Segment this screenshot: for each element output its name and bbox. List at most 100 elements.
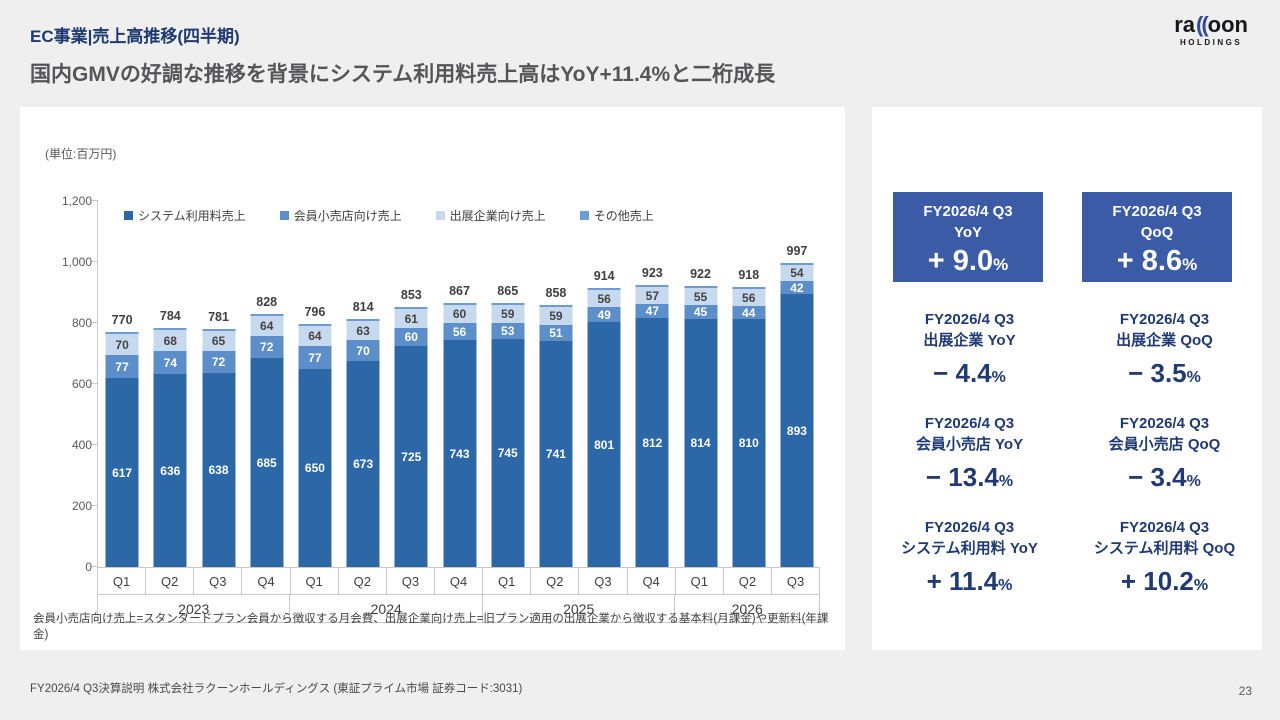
bar-stack: 70 77 617 <box>105 332 139 567</box>
bar-segment <box>153 328 187 330</box>
metric-value: − 3.4% <box>1128 462 1201 492</box>
bar-2023-Q4: 64 72 685 828 <box>243 201 291 567</box>
metric-label: 出展企業 QoQ <box>1116 332 1213 349</box>
kpi-value: + 9.0% <box>927 245 1009 277</box>
bar-total-label: 796 <box>304 305 326 319</box>
bar-segment: 72 <box>250 336 284 358</box>
bar-total-label: 853 <box>400 288 422 302</box>
bar-segment: 53 <box>491 323 525 339</box>
kpi-box-qoq: FY2026/4 Q3 QoQ + 8.6% <box>1082 192 1232 282</box>
bar-segment <box>539 305 573 307</box>
legend-label: システム利用料売上 <box>138 209 246 223</box>
legend-item: その他売上 <box>579 207 654 224</box>
bar-2024-Q3: 61 60 725 853 <box>387 201 435 567</box>
x-tick-2025-Q3: Q3 <box>579 568 628 594</box>
y-tick-label: 1,200 <box>61 194 92 208</box>
bar-stack: 54 42 893 <box>780 263 814 567</box>
metric-member-yoy: FY2026/4 Q3 会員小売店 YoY − 13.4% <box>872 413 1067 506</box>
bar-segment: 72 <box>202 351 235 373</box>
quarter-labels-row: Q1 Q2 Q3 Q4 Q1 Q2 Q3 Q4 Q1 Q2 Q3 Q4 Q1 Q2 Q3 <box>98 568 819 595</box>
bar-segment: 725 <box>394 346 428 567</box>
bar-segment: 56 <box>587 290 621 307</box>
bar-2025-Q3: 56 49 801 914 <box>580 201 628 567</box>
kpi-type-label: QoQ <box>1140 224 1174 241</box>
kpi-box-row: FY2026/4 Q3 YoY + 9.0% FY2026/4 Q3 QoQ +… <box>893 192 1232 282</box>
bar-segment: 636 <box>153 374 187 567</box>
company-logo: ra((oon HOLDINGS <box>1174 14 1248 47</box>
x-tick-2026-Q1: Q1 <box>676 568 724 594</box>
bar-segment: 60 <box>394 328 428 346</box>
chart-card: (単位:百万円) 0 200 400 600 800 1,000 1,200 システム利用料… <box>20 107 845 650</box>
bar-segment: 59 <box>491 305 525 323</box>
metric-value: − 4.4% <box>933 358 1006 388</box>
bar-segment: 59 <box>539 307 573 325</box>
metric-period: FY2026/4 Q3 <box>1119 311 1210 328</box>
x-tick-2024-Q2: Q2 <box>339 568 387 594</box>
bar-segment: 55 <box>684 288 718 305</box>
bar-segment: 49 <box>587 307 621 322</box>
bar-segment: 650 <box>298 369 332 567</box>
kpi-period-label: FY2026/4 Q3 <box>923 203 1013 220</box>
metrics-grid: FY2026/4 Q3 出展企業 YoY − 4.4% FY2026/4 Q3 … <box>872 309 1262 610</box>
metric-label: 会員小売店 QoQ <box>1108 436 1221 453</box>
bar-segment: 70 <box>105 334 139 355</box>
bar-segment: 47 <box>635 304 669 318</box>
bar-stack: 64 77 650 <box>298 324 332 567</box>
bar-segment: 741 <box>539 341 573 567</box>
bar-segment: 68 <box>153 330 187 351</box>
kpi-box-yoy: FY2026/4 Q3 YoY + 9.0% <box>893 192 1043 282</box>
plot-area: システム利用料売上 会員小売店向け売上 出展企業向け売上 その他売上 70 77 617 7… <box>92 200 821 567</box>
metric-exhibitor-qoq: FY2026/4 Q3 出展企業 QoQ − 3.5% <box>1067 309 1262 402</box>
y-tick-mark <box>92 322 98 323</box>
bar-total-label: 770 <box>111 313 133 327</box>
bar-segment: 51 <box>539 325 573 341</box>
y-tick-label: 800 <box>71 316 92 330</box>
x-tick-2024-Q3: Q3 <box>387 568 435 594</box>
y-tick-label: 400 <box>71 438 92 452</box>
bar-total-label: 865 <box>497 284 519 298</box>
bar-2023-Q3: 65 72 638 781 <box>194 201 242 567</box>
year-group-2024: 2024 <box>290 595 483 622</box>
x-axis: Q1 Q2 Q3 Q4 Q1 Q2 Q3 Q4 Q1 Q2 Q3 Q4 Q1 Q2 Q3 2023 2024 2… <box>97 567 820 623</box>
metric-value: − 13.4% <box>925 462 1014 492</box>
metric-member-qoq: FY2026/4 Q3 会員小売店 QoQ − 3.4% <box>1067 413 1262 506</box>
metric-value: + 11.4% <box>926 566 1013 596</box>
x-tick-2023-Q1: Q1 <box>98 568 147 594</box>
bar-stack: 68 74 636 <box>153 328 187 567</box>
bar-segment: 814 <box>684 319 718 567</box>
bar-segment: 64 <box>250 316 284 336</box>
bar-segment: 812 <box>635 318 669 567</box>
metric-period: FY2026/4 Q3 <box>924 519 1015 536</box>
legend-color-chip <box>279 211 289 220</box>
bar-stack: 59 51 741 <box>539 305 573 567</box>
x-tick-2025-Q2: Q2 <box>531 568 580 594</box>
bar-segment <box>684 286 718 288</box>
bar-segment: 60 <box>443 305 477 323</box>
bar-segment: 743 <box>443 340 477 567</box>
legend-color-chip <box>435 211 445 220</box>
bar-stack: 61 60 725 <box>394 307 428 567</box>
year-labels-row: 2023 2024 2025 2026 <box>98 595 819 622</box>
metric-period: FY2026/4 Q3 <box>924 311 1015 328</box>
bar-segment: 64 <box>298 326 332 346</box>
metric-label: システム利用料 YoY <box>901 540 1038 557</box>
x-tick-2025-Q4: Q4 <box>628 568 676 594</box>
bar-segment <box>491 303 525 305</box>
y-axis: 0 200 400 600 800 1,000 1,200 <box>20 194 92 574</box>
logo-parens-icon: (( <box>1196 12 1209 37</box>
bar-total-label: 914 <box>593 269 615 283</box>
bar-2026-Q2: 56 44 810 918 <box>725 201 773 567</box>
bar-segment: 45 <box>684 305 718 319</box>
y-tick-mark <box>92 383 98 384</box>
logo-wordmark: ra((oon <box>1174 12 1248 37</box>
legend-item: 出展企業向け売上 <box>435 207 546 224</box>
chart-footnote: 会員小売店向け売上=スタンダードプラン会員から徴収する月会費、出展企業向け売上=… <box>33 613 829 641</box>
x-tick-2024-Q1: Q1 <box>291 568 339 594</box>
bar-segment: 685 <box>250 358 284 567</box>
bar-2025-Q4: 57 47 812 923 <box>628 201 676 567</box>
bar-2025-Q1: 59 53 745 865 <box>484 201 532 567</box>
bar-segment <box>105 332 139 334</box>
x-tick-2026-Q2: Q2 <box>724 568 772 594</box>
bar-total-label: 867 <box>449 284 470 298</box>
bar-segment: 893 <box>780 294 814 567</box>
